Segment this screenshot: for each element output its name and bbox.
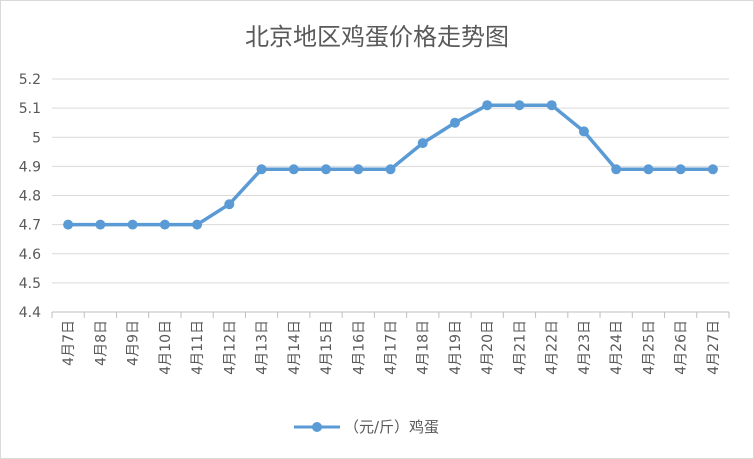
- x-tick-label: 4月18日: [416, 320, 432, 375]
- y-tick-label: 4.9: [19, 159, 41, 175]
- x-tick-label: 4月16日: [351, 320, 367, 375]
- x-tick-label: 4月19日: [448, 320, 464, 375]
- data-point: [353, 164, 364, 175]
- x-tick-label: 4月20日: [480, 320, 496, 375]
- legend: （元/斤）鸡蛋: [294, 418, 439, 436]
- legend-marker-swatch: [312, 422, 322, 432]
- data-point: [514, 100, 525, 111]
- legend-label: （元/斤）鸡蛋: [344, 418, 439, 436]
- x-tick-label: 4月17日: [384, 320, 400, 375]
- data-point: [546, 100, 557, 111]
- data-point: [256, 164, 267, 175]
- x-tick-label: 4月21日: [512, 320, 528, 375]
- y-tick-label: 5: [32, 130, 41, 146]
- x-tick-label: 4月12日: [222, 320, 238, 375]
- data-point: [449, 117, 460, 128]
- x-tick-label: 4月11日: [190, 320, 206, 375]
- x-axis: 4月7日 4月8日 4月9日 4月10日 4月11日 4月12日 4月13日 4月14日 4月1…: [51, 311, 730, 375]
- data-point: [675, 164, 686, 175]
- data-point: [321, 164, 332, 175]
- x-tick-label: 4月23日: [577, 320, 593, 375]
- data-point: [224, 199, 235, 210]
- data-point: [578, 126, 589, 137]
- data-point: [417, 138, 428, 149]
- chart-title: 北京地区鸡蛋价格走势图: [245, 23, 509, 51]
- x-tick-label: 4月8日: [93, 320, 109, 366]
- x-tick-label: 4月9日: [126, 320, 142, 366]
- y-tick-label: 4.7: [19, 218, 41, 234]
- data-point: [288, 164, 299, 175]
- x-tick-label: 4月26日: [674, 320, 690, 375]
- x-tick-label: 4月15日: [319, 320, 335, 375]
- x-tick-label: 4月25日: [641, 320, 657, 375]
- y-tick-label: 5.2: [19, 72, 41, 88]
- data-point: [643, 164, 654, 175]
- data-point: [707, 164, 718, 175]
- data-point: [159, 219, 170, 230]
- y-tick-label: 4.5: [19, 276, 41, 292]
- x-tick-label: 4月14日: [287, 320, 303, 375]
- y-tick-label: 4.4: [19, 305, 41, 321]
- data-point: [63, 219, 74, 230]
- y-tick-label: 4.6: [19, 247, 41, 263]
- data-point: [611, 164, 622, 175]
- data-point: [192, 219, 203, 230]
- data-point: [127, 219, 138, 230]
- x-tick-label: 4月24日: [609, 320, 625, 375]
- x-tick-label: 4月22日: [545, 320, 561, 375]
- gridlines: [52, 78, 729, 284]
- y-axis: 4.4 4.5 4.6 4.7 4.8 4.9 5 5.1 5.2: [19, 72, 41, 321]
- y-tick-label: 4.8: [19, 189, 41, 205]
- y-tick-label: 5.1: [19, 101, 41, 117]
- x-tick-label: 4月27日: [706, 320, 722, 375]
- x-tick-label: 4月13日: [255, 320, 271, 375]
- x-tick-label: 4月10日: [158, 320, 174, 375]
- x-tick-label: 4月7日: [61, 320, 77, 366]
- data-point: [95, 219, 106, 230]
- data-point: [385, 164, 396, 175]
- data-point: [482, 100, 493, 111]
- series-layer: [63, 100, 718, 230]
